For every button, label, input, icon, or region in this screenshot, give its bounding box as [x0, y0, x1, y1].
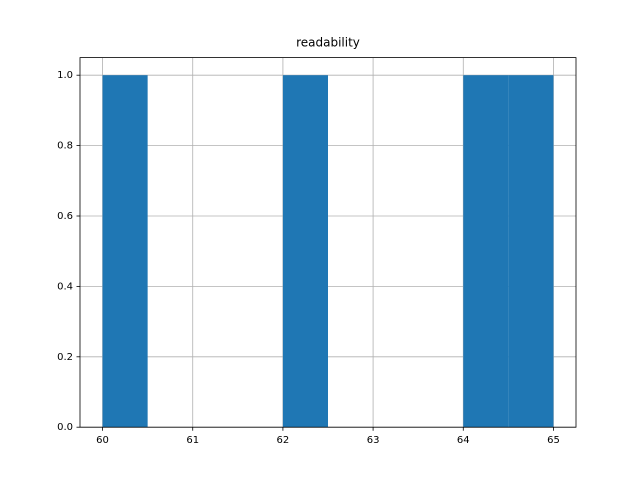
y-tick-label: 0.8 [57, 141, 73, 152]
x-tick-label: 60 [96, 435, 109, 446]
y-tick-label: 0.0 [57, 422, 73, 433]
bar [508, 75, 554, 428]
y-tick-label: 1.0 [57, 70, 73, 81]
x-tick-label: 61 [186, 435, 199, 446]
x-tick-label: 63 [367, 435, 380, 446]
y-tick-label: 0.2 [57, 352, 73, 363]
bar [463, 75, 509, 428]
chart-title: readability [296, 36, 360, 50]
y-tick-label: 0.6 [57, 211, 73, 222]
plot-frame [79, 57, 577, 428]
x-tick-label: 65 [547, 435, 560, 446]
x-tick-label: 62 [277, 435, 290, 446]
bar [282, 75, 328, 428]
bar [102, 75, 148, 428]
y-tick-label: 0.4 [57, 281, 73, 292]
x-tick-label: 64 [457, 435, 470, 446]
